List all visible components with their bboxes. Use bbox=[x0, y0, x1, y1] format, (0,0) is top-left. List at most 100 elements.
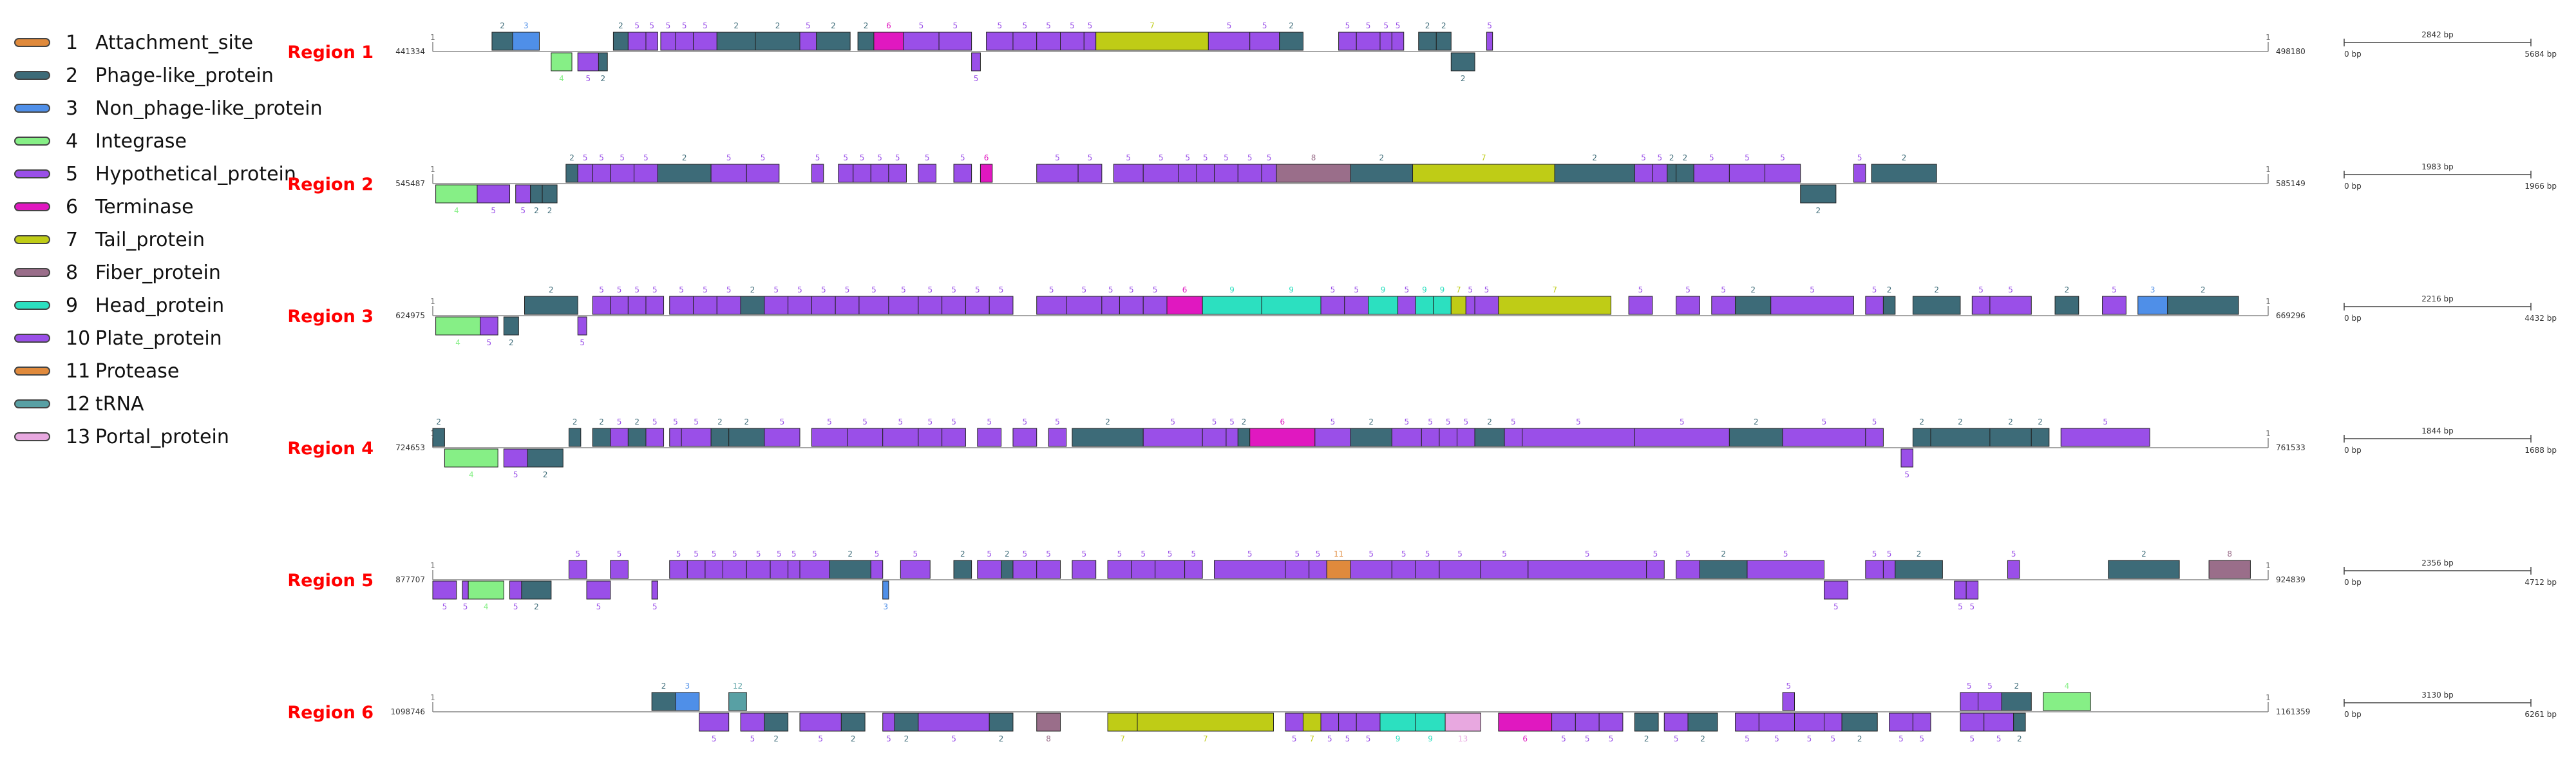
gene-block bbox=[799, 560, 830, 579]
gene-block bbox=[669, 296, 694, 315]
gene-number: 5 bbox=[1468, 285, 1473, 294]
gene-number: 11 bbox=[1334, 549, 1343, 558]
scale-bar-start: 0 bp bbox=[2344, 710, 2362, 719]
gene-number: 5 bbox=[877, 153, 882, 162]
gene-block bbox=[746, 164, 780, 183]
gene-block bbox=[2208, 560, 2251, 579]
gene-block bbox=[524, 296, 578, 315]
gene-block bbox=[1551, 712, 1576, 732]
gene-number: 5 bbox=[1425, 549, 1430, 558]
gene-block bbox=[542, 184, 558, 204]
gene-block bbox=[1036, 32, 1061, 51]
gene-number: 5 bbox=[1872, 417, 1877, 426]
gene-block bbox=[693, 296, 717, 315]
legend-label: Attachment_site bbox=[95, 31, 254, 54]
gene-number: 5 bbox=[927, 285, 933, 294]
gene-block bbox=[1012, 32, 1037, 51]
gene-block bbox=[900, 560, 931, 579]
gene-number: 5 bbox=[1023, 549, 1028, 558]
gene-block bbox=[977, 428, 1002, 447]
gene-block bbox=[503, 448, 528, 468]
gene-block bbox=[1728, 428, 1783, 447]
gene-number: 5 bbox=[586, 74, 591, 83]
gene-block bbox=[1889, 712, 1913, 732]
gene-number: 5 bbox=[818, 734, 823, 743]
gene-number: 5 bbox=[773, 285, 779, 294]
gene-block bbox=[853, 164, 871, 183]
gene-number: 5 bbox=[997, 21, 1002, 30]
gene-block bbox=[1498, 296, 1612, 315]
gene-number: 5 bbox=[1872, 549, 1877, 558]
gene-number: 5 bbox=[596, 602, 601, 611]
gene-block bbox=[1984, 712, 2014, 732]
gene-block bbox=[1415, 712, 1446, 732]
gene-block bbox=[755, 32, 800, 51]
gene-block bbox=[1155, 560, 1186, 579]
gene-block bbox=[989, 296, 1014, 315]
gene-block bbox=[627, 32, 647, 51]
gene-block bbox=[521, 580, 552, 600]
gene-block bbox=[1667, 164, 1677, 183]
gene-block bbox=[764, 712, 789, 732]
gene-block bbox=[918, 428, 943, 447]
scale-bar-length: 2842 bp bbox=[2421, 30, 2454, 39]
gene-number: 5 bbox=[975, 285, 980, 294]
gene-block bbox=[693, 32, 717, 51]
gene-block bbox=[918, 712, 990, 732]
gene-block bbox=[1036, 164, 1079, 183]
gene-block bbox=[651, 692, 676, 711]
gene-block bbox=[938, 32, 972, 51]
scale-bar-length: 2216 bp bbox=[2421, 294, 2454, 303]
legend-number: 11 bbox=[66, 359, 91, 383]
legend-swatch bbox=[14, 235, 50, 244]
gene-block bbox=[788, 296, 812, 315]
gene-number: 5 bbox=[712, 734, 717, 743]
gene-number: 2 bbox=[600, 74, 605, 83]
gene-block bbox=[1338, 712, 1357, 732]
gene-number: 2 bbox=[744, 417, 749, 426]
gene-number: 2 bbox=[831, 21, 836, 30]
scale-bar-end: 5684 bp bbox=[2524, 50, 2557, 59]
gene-number: 5 bbox=[580, 338, 585, 347]
gene-number: 5 bbox=[1484, 285, 1490, 294]
gene-block bbox=[1871, 164, 1937, 183]
gene-number: 5 bbox=[1958, 602, 1963, 611]
gene-block bbox=[565, 164, 578, 183]
gene-block bbox=[568, 560, 587, 579]
gene-block bbox=[1178, 164, 1197, 183]
gene-number: 5 bbox=[871, 285, 876, 294]
gene-number: 5 bbox=[845, 285, 850, 294]
gene-number: 5 bbox=[2008, 285, 2013, 294]
gene-block bbox=[1279, 32, 1303, 51]
gene-number: 5 bbox=[1585, 549, 1590, 558]
gene-block bbox=[1415, 560, 1440, 579]
gene-block bbox=[435, 316, 481, 336]
gene-number: 5 bbox=[1585, 734, 1590, 743]
region-end-coordinate: 669296 bbox=[2276, 311, 2306, 320]
gene-number: 5 bbox=[862, 417, 867, 426]
gene-number: 2 bbox=[1669, 153, 1674, 162]
gene-number: 5 bbox=[1919, 734, 1924, 743]
legend-swatch bbox=[14, 399, 50, 408]
gene-block bbox=[1735, 296, 1772, 315]
gene-block bbox=[788, 560, 800, 579]
gene-block bbox=[651, 580, 658, 600]
gene-number: 5 bbox=[777, 549, 782, 558]
gene-number: 2 bbox=[2065, 285, 2070, 294]
gene-block bbox=[1882, 296, 1896, 315]
gene-block bbox=[840, 712, 866, 732]
gene-number: 2 bbox=[1242, 417, 1247, 426]
region-label: Region 2 bbox=[287, 175, 374, 195]
gene-number: 5 bbox=[1117, 549, 1122, 558]
gene-block bbox=[816, 32, 851, 51]
gene-block bbox=[1978, 692, 2002, 711]
gene-number: 2 bbox=[618, 21, 623, 30]
gene-number: 2 bbox=[1934, 285, 1939, 294]
gene-block bbox=[1066, 296, 1103, 315]
gene-block bbox=[1711, 296, 1736, 315]
gene-number: 5 bbox=[1830, 734, 1835, 743]
gene-block bbox=[1930, 428, 1991, 447]
gene-block bbox=[811, 164, 824, 183]
gene-number: 8 bbox=[1311, 153, 1316, 162]
